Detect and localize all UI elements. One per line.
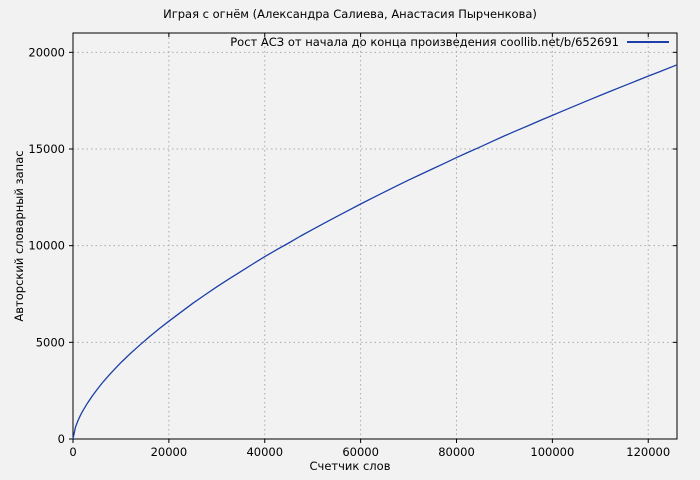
x-tick-label: 120000: [626, 445, 670, 459]
x-tick-label: 80000: [438, 445, 475, 459]
legend-series-label: Рост АСЗ от начала до конца произведения…: [230, 35, 619, 49]
chart-title: Играя с огнём (Александра Салиева, Анаст…: [163, 7, 537, 21]
x-tick-label: 40000: [246, 445, 283, 459]
plot-border: [72, 32, 678, 440]
y-tick-label: 10000: [28, 239, 65, 253]
legend: Рост АСЗ от начала до конца произведения…: [230, 35, 669, 49]
x-tick-label: 20000: [151, 445, 188, 459]
y-tick-label: 15000: [28, 142, 65, 156]
y-tick-label: 20000: [28, 45, 65, 59]
x-tick-label: 100000: [530, 445, 574, 459]
legend-line-swatch-icon: [627, 41, 669, 43]
x-axis-label: Счетчик слов: [309, 459, 391, 473]
data-curve: [72, 64, 678, 440]
x-tick-label: 60000: [342, 445, 379, 459]
y-tick-label: 0: [58, 432, 65, 446]
y-axis-label: Авторский словарный запас: [12, 150, 26, 322]
x-tick-label: 0: [69, 445, 76, 459]
y-tick-label: 5000: [36, 335, 65, 349]
